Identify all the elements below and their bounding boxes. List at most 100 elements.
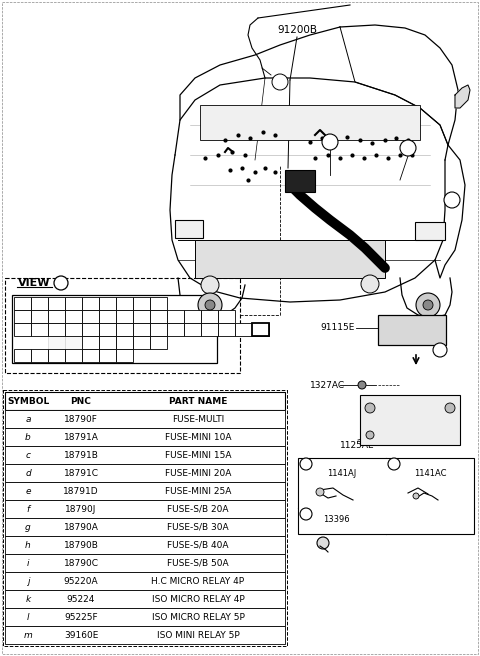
Text: b: b — [21, 314, 24, 319]
Text: c: c — [106, 314, 109, 319]
Bar — [116, 310, 133, 323]
Text: a: a — [140, 301, 144, 306]
Text: l: l — [38, 353, 40, 358]
Circle shape — [322, 134, 338, 150]
Bar — [5, 608, 285, 626]
Bar — [65, 323, 82, 336]
Text: a: a — [25, 415, 31, 424]
Bar — [116, 297, 133, 310]
Text: SYMBOL: SYMBOL — [7, 396, 49, 405]
Bar — [415, 222, 445, 240]
Bar — [3, 390, 287, 646]
Text: b: b — [191, 314, 194, 319]
Text: PART NAME: PART NAME — [169, 396, 227, 405]
Bar — [14, 323, 31, 336]
Bar — [82, 310, 99, 323]
Bar — [31, 323, 48, 336]
Text: H.C MICRO RELAY 4P: H.C MICRO RELAY 4P — [151, 577, 245, 586]
Bar — [5, 446, 285, 464]
Text: m: m — [24, 630, 32, 640]
Text: c: c — [140, 327, 143, 332]
Circle shape — [201, 276, 219, 294]
Bar — [201, 310, 218, 323]
Bar — [31, 349, 48, 362]
Text: c: c — [25, 451, 31, 459]
Bar — [285, 170, 315, 192]
Bar — [5, 482, 285, 500]
Text: b: b — [25, 432, 31, 441]
Text: FUSE-S/B 30A: FUSE-S/B 30A — [167, 522, 229, 531]
Text: k: k — [156, 340, 160, 345]
Bar — [99, 297, 116, 310]
Text: FUSE-S/B 50A: FUSE-S/B 50A — [167, 558, 229, 567]
Circle shape — [316, 488, 324, 496]
Text: i: i — [124, 327, 125, 332]
Text: a: a — [55, 301, 59, 306]
Polygon shape — [455, 85, 470, 108]
Text: c: c — [157, 314, 160, 319]
Text: a: a — [304, 459, 308, 468]
Text: g: g — [88, 327, 93, 332]
Bar — [218, 323, 235, 336]
Circle shape — [317, 537, 329, 549]
Text: b: b — [450, 195, 455, 205]
Text: g: g — [55, 327, 59, 332]
Text: a: a — [89, 301, 93, 306]
Bar — [5, 590, 285, 608]
Text: k: k — [106, 340, 109, 345]
Bar — [5, 554, 285, 572]
Text: 18790F: 18790F — [64, 415, 98, 424]
Bar — [48, 310, 65, 323]
Text: c: c — [304, 510, 308, 518]
Text: ISO MINI RELAY 5P: ISO MINI RELAY 5P — [156, 630, 240, 640]
Bar — [31, 310, 48, 323]
Bar — [5, 392, 285, 410]
Text: ISO MICRO RELAY 4P: ISO MICRO RELAY 4P — [152, 594, 244, 604]
Text: 39160E: 39160E — [64, 630, 98, 640]
Bar — [133, 336, 150, 349]
Text: d: d — [173, 327, 178, 332]
Bar — [48, 297, 65, 310]
Bar — [184, 310, 201, 323]
Text: FUSE-S/B 20A: FUSE-S/B 20A — [167, 504, 229, 514]
Bar — [133, 310, 150, 323]
Text: i: i — [27, 558, 29, 567]
Text: FUSE-MINI 10A: FUSE-MINI 10A — [165, 432, 231, 441]
Bar — [200, 105, 420, 140]
Bar — [235, 323, 252, 336]
Bar — [201, 323, 218, 336]
Circle shape — [444, 192, 460, 208]
Text: g: g — [25, 522, 31, 531]
Bar — [5, 428, 285, 446]
Text: j: j — [107, 353, 108, 358]
Text: FUSE-MULTI: FUSE-MULTI — [172, 415, 224, 424]
Bar — [82, 297, 99, 310]
Bar — [14, 297, 31, 310]
Text: h: h — [106, 327, 109, 332]
Bar — [5, 410, 285, 428]
Text: FUSE-MINI 15A: FUSE-MINI 15A — [165, 451, 231, 459]
Bar — [48, 349, 65, 362]
Text: 18791A: 18791A — [63, 432, 98, 441]
Text: a: a — [106, 301, 109, 306]
Bar — [65, 297, 82, 310]
Circle shape — [300, 508, 312, 520]
Bar — [5, 464, 285, 482]
Circle shape — [388, 458, 400, 470]
Text: 18791B: 18791B — [63, 451, 98, 459]
Bar — [82, 336, 99, 349]
Text: b: b — [37, 314, 41, 319]
Text: l: l — [27, 613, 29, 621]
Text: l: l — [56, 353, 58, 358]
Text: k: k — [140, 340, 144, 345]
Text: 1125AE: 1125AE — [340, 440, 374, 449]
Text: b: b — [225, 314, 228, 319]
Text: b: b — [241, 327, 245, 332]
Circle shape — [400, 140, 416, 156]
Bar — [48, 336, 65, 349]
Text: d: d — [225, 327, 228, 332]
Text: 18790C: 18790C — [63, 558, 98, 567]
Text: FUSE-MINI 25A: FUSE-MINI 25A — [165, 487, 231, 495]
Text: A: A — [437, 346, 443, 354]
Text: 18791D: 18791D — [63, 487, 99, 495]
